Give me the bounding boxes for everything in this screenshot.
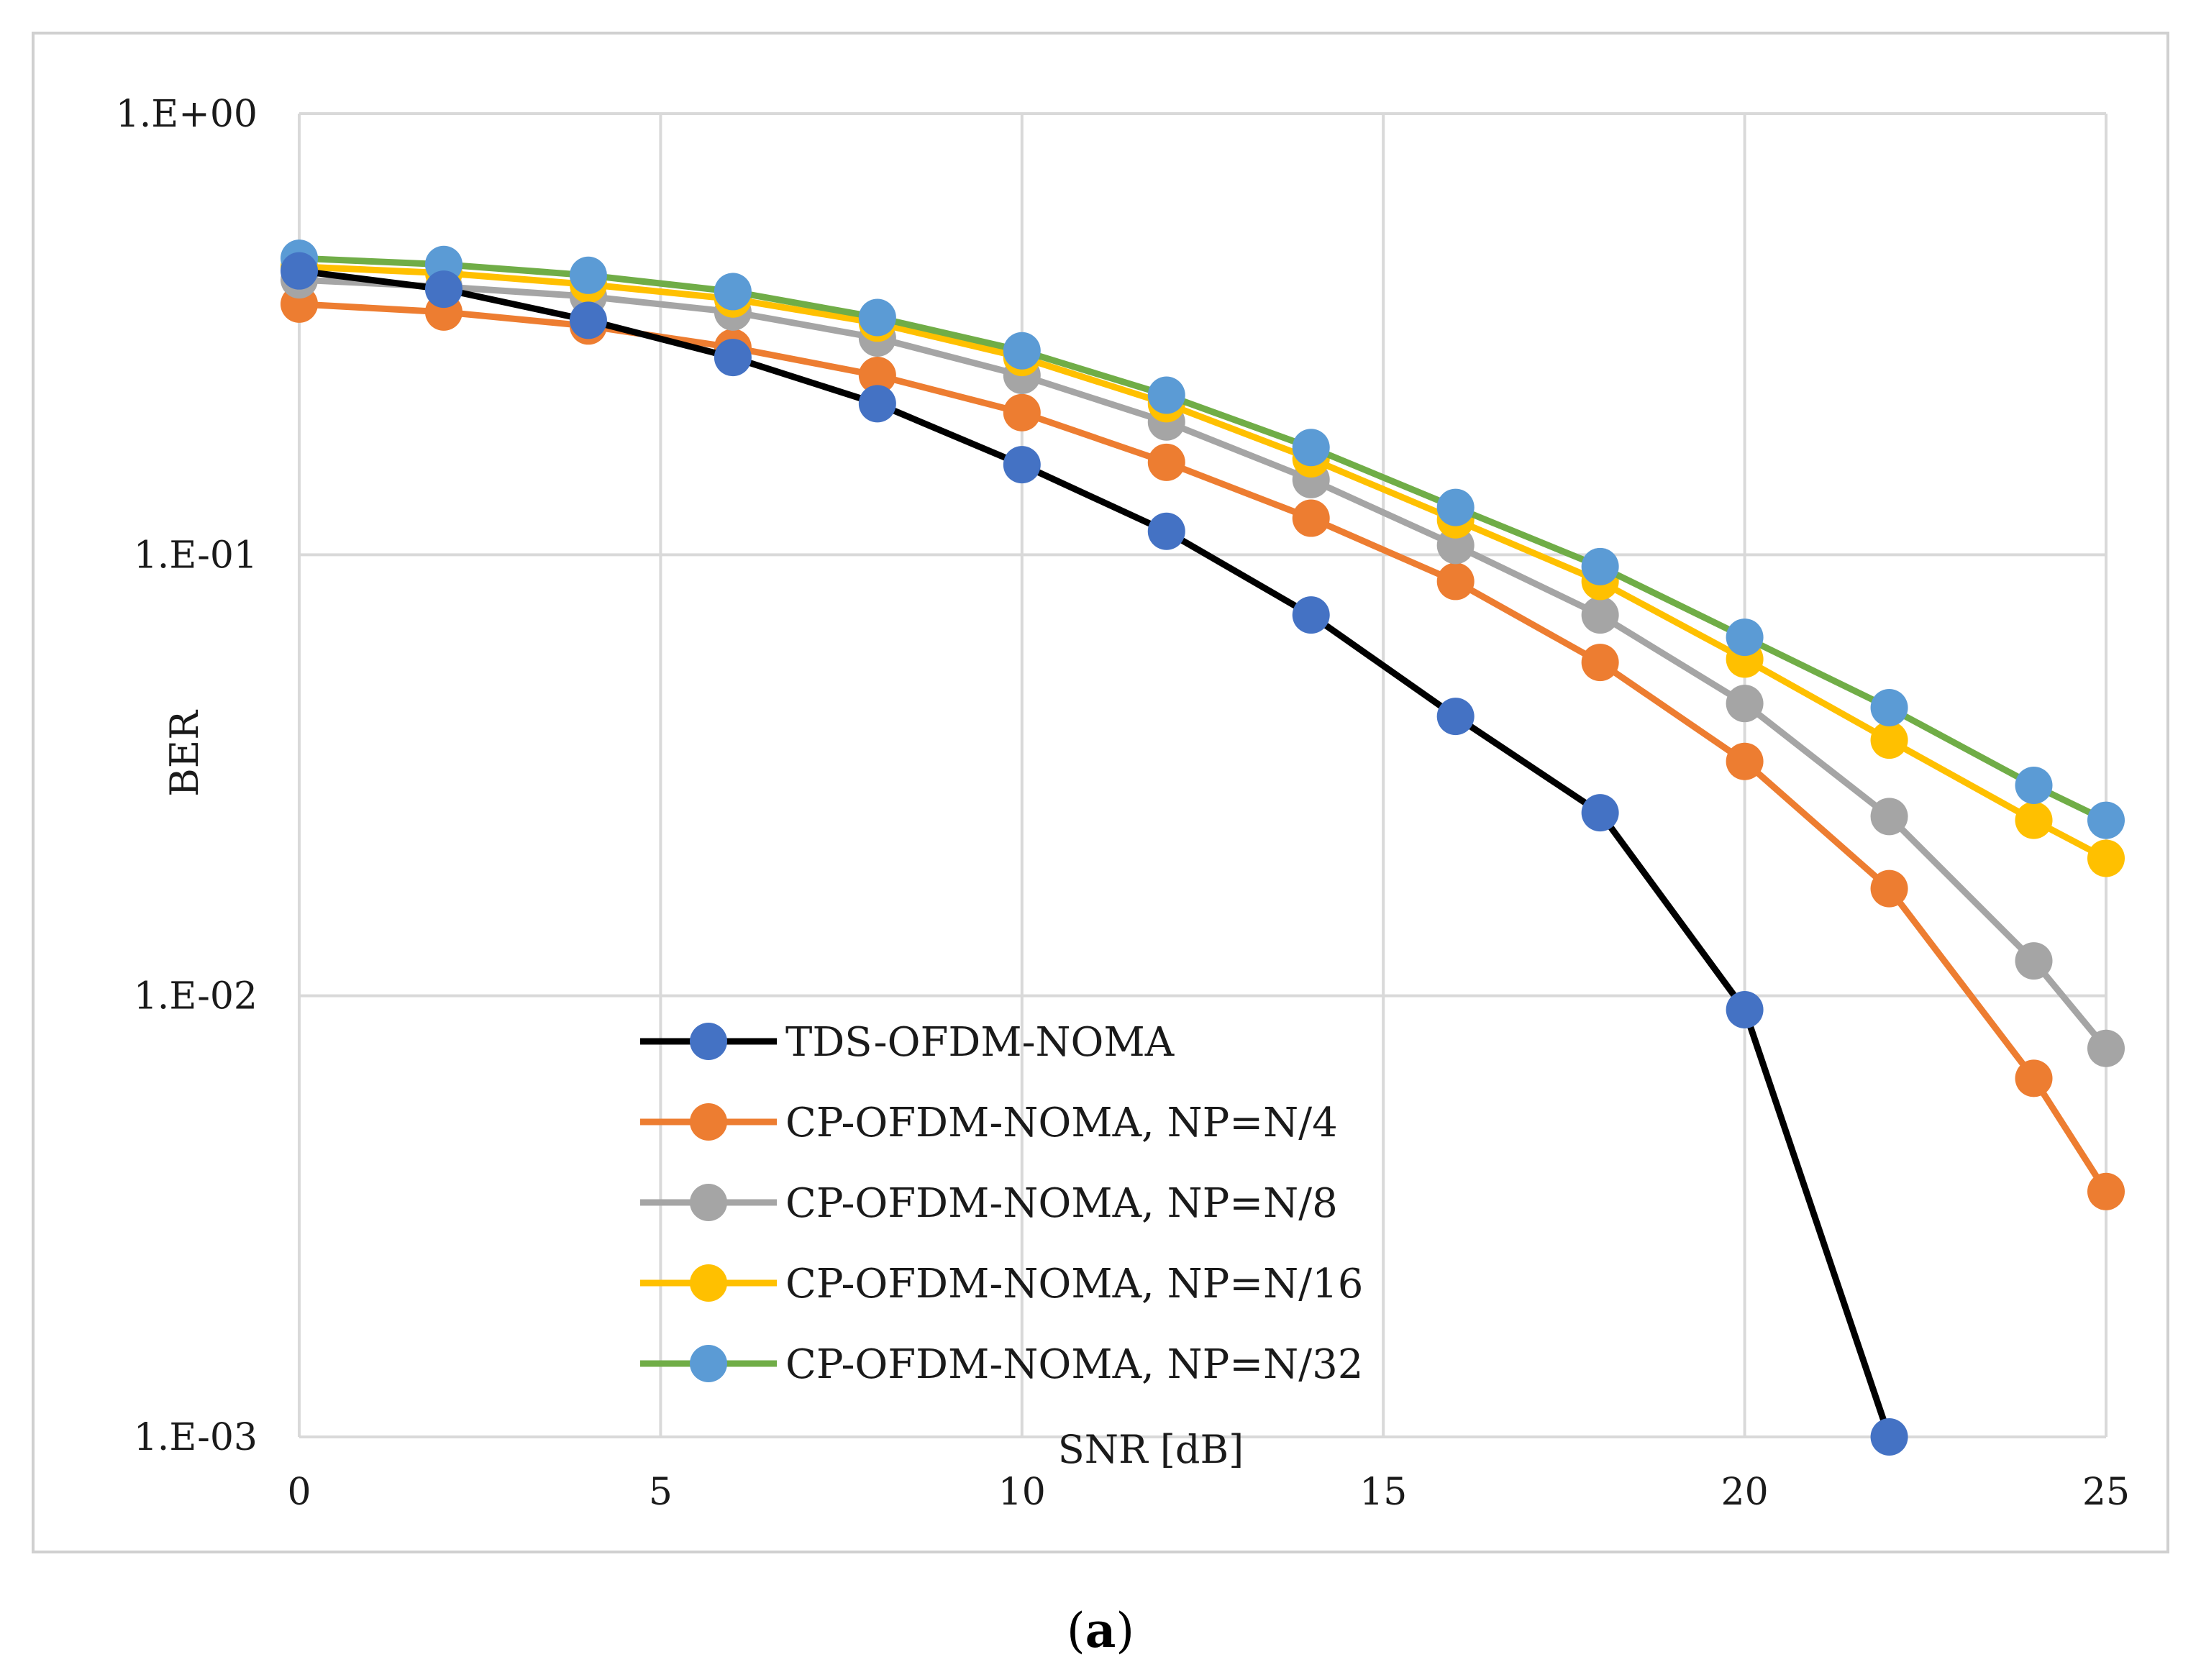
data-point — [858, 298, 896, 337]
data-point — [1581, 794, 1619, 832]
data-point — [2015, 942, 2053, 980]
y-tick-label: 1.E-02 — [134, 975, 258, 1018]
series-0 — [281, 252, 1908, 1456]
data-point — [1147, 376, 1185, 414]
legend-item: CP-OFDM-NOMA, NP=N/4 — [640, 1100, 1338, 1146]
data-point — [1581, 596, 1619, 634]
data-point — [714, 273, 752, 311]
data-point — [2087, 801, 2125, 839]
y-tick-label: 1.E+00 — [116, 93, 258, 136]
data-point — [2087, 839, 2125, 877]
caption-letter: a — [1085, 1602, 1116, 1658]
data-point — [281, 252, 318, 290]
data-point — [1726, 742, 1764, 780]
data-point — [424, 270, 462, 309]
data-point — [2087, 1172, 2125, 1210]
data-point — [1292, 429, 1330, 467]
legend-item: TDS-OFDM-NOMA — [640, 1019, 1175, 1066]
data-point — [1581, 547, 1619, 585]
x-tick-label: 5 — [649, 1471, 673, 1514]
data-point — [1147, 512, 1185, 550]
legend-label: CP-OFDM-NOMA, NP=N/4 — [785, 1100, 1338, 1146]
figure-caption: (a) — [1067, 1602, 1134, 1658]
y-axis-title: BER — [162, 710, 207, 797]
data-point — [1147, 443, 1185, 481]
data-point — [858, 356, 896, 394]
y-tick-label: 1.E-03 — [134, 1416, 258, 1459]
legend-marker — [690, 1264, 727, 1302]
data-point — [1292, 499, 1330, 537]
data-point — [1436, 526, 1475, 565]
data-point — [1870, 1418, 1908, 1456]
legend-marker — [690, 1023, 727, 1060]
series-line — [299, 263, 2108, 862]
data-point — [1003, 393, 1041, 432]
x-tick-label: 0 — [287, 1471, 311, 1514]
data-point — [1581, 644, 1619, 682]
x-tick-label: 25 — [2082, 1471, 2130, 1514]
legend-marker — [690, 1184, 727, 1221]
data-point — [2015, 767, 2053, 805]
data-point — [1870, 689, 1908, 727]
data-point — [2015, 801, 2053, 839]
data-point — [1870, 869, 1908, 908]
data-point — [1726, 618, 1764, 657]
data-point — [714, 339, 752, 377]
legend-label: CP-OFDM-NOMA, NP=N/8 — [785, 1180, 1338, 1227]
legend-item: CP-OFDM-NOMA, NP=N/16 — [640, 1261, 1363, 1307]
data-point — [1726, 990, 1764, 1028]
caption-open-paren: ( — [1067, 1603, 1085, 1658]
x-tick-label: 10 — [998, 1471, 1046, 1514]
data-series — [281, 239, 2125, 1456]
legend-label: CP-OFDM-NOMA, NP=N/16 — [785, 1261, 1363, 1307]
x-tick-label: 15 — [1359, 1471, 1407, 1514]
data-point — [1436, 488, 1475, 526]
legend-marker — [690, 1345, 727, 1382]
legend-marker — [690, 1103, 727, 1141]
series-line — [299, 255, 2107, 823]
y-tick-label: 1.E-01 — [134, 534, 258, 577]
data-point — [569, 256, 607, 294]
data-point — [1436, 562, 1475, 601]
data-point — [1003, 446, 1041, 484]
legend-label: TDS-OFDM-NOMA — [785, 1019, 1175, 1066]
caption-close-paren: ) — [1116, 1603, 1134, 1658]
data-point — [858, 385, 896, 423]
legend-item: CP-OFDM-NOMA, NP=N/32 — [640, 1341, 1363, 1388]
legend-label: CP-OFDM-NOMA, NP=N/32 — [785, 1341, 1363, 1388]
x-axis-title: SNR [dB] — [1058, 1427, 1244, 1472]
data-point — [1726, 685, 1764, 723]
data-point — [2015, 1059, 2053, 1097]
data-point — [1870, 721, 1908, 759]
y-axis-ticks: 1.E+00 1.E-01 1.E-02 1.E-03 — [116, 93, 258, 1459]
series-line — [299, 276, 2109, 1051]
series-line — [299, 268, 1892, 1438]
data-point — [569, 301, 607, 339]
data-point — [1292, 596, 1330, 634]
data-point — [1003, 332, 1041, 370]
x-tick-label: 20 — [1721, 1471, 1769, 1514]
data-point — [1870, 798, 1908, 836]
x-axis-ticks: 0 5 10 15 20 25 — [287, 1471, 2130, 1514]
legend-item: CP-OFDM-NOMA, NP=N/8 — [640, 1180, 1338, 1227]
legend: TDS-OFDM-NOMA CP-OFDM-NOMA, NP=N/4 CP-OFDM… — [640, 1019, 1363, 1388]
data-point — [1436, 698, 1475, 736]
data-point — [2087, 1029, 2125, 1067]
